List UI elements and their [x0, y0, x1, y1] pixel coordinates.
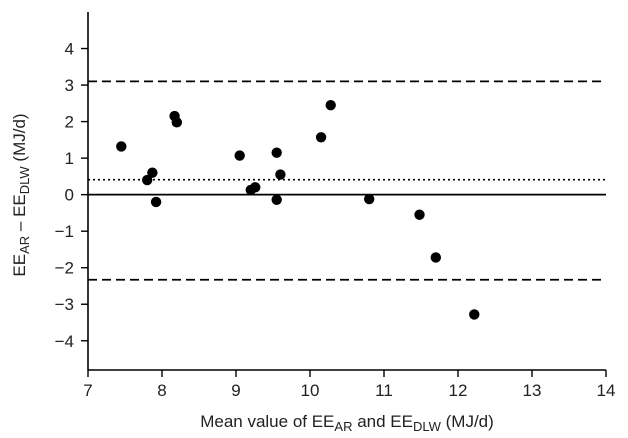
x-tick-label: 13 — [523, 381, 542, 400]
y-tick-label: 0 — [65, 186, 74, 205]
x-tick-label: 7 — [83, 381, 92, 400]
y-tick-label: −4 — [55, 332, 74, 351]
data-point — [315, 132, 327, 143]
data-point — [271, 147, 282, 158]
y-tick-label: −1 — [55, 222, 74, 241]
y-tick-label: −3 — [55, 295, 74, 314]
data-point — [414, 209, 425, 220]
data-point — [250, 182, 261, 193]
x-tick-label: 10 — [301, 381, 320, 400]
data-point — [275, 169, 286, 180]
x-tick-label: 12 — [449, 381, 468, 400]
data-point — [171, 117, 182, 128]
x-axis-title: Mean value of EEAR and EEDLW (MJ/d) — [200, 412, 494, 434]
data-point — [142, 174, 153, 186]
data-point — [116, 141, 127, 152]
x-tick-label: 8 — [157, 381, 166, 400]
data-point — [325, 99, 336, 111]
x-tick-label: 9 — [231, 381, 240, 400]
y-tick-label: 1 — [65, 149, 74, 168]
y-tick-label: −2 — [55, 259, 74, 278]
data-point — [271, 194, 282, 205]
y-tick-label: 2 — [65, 113, 74, 132]
data-point — [430, 252, 441, 263]
y-axis-title: EEAR – EEDLW (MJ/d) — [10, 113, 32, 276]
data-point — [234, 150, 245, 161]
data-point — [147, 167, 158, 178]
marks-layer — [116, 99, 480, 320]
data-point — [364, 193, 375, 205]
y-tick-label: 3 — [65, 76, 74, 95]
data-point — [150, 196, 162, 208]
x-tick-label: 11 — [375, 381, 393, 400]
x-tick-label: 14 — [597, 381, 616, 400]
data-point — [469, 309, 480, 320]
y-tick-label: 4 — [65, 40, 74, 59]
